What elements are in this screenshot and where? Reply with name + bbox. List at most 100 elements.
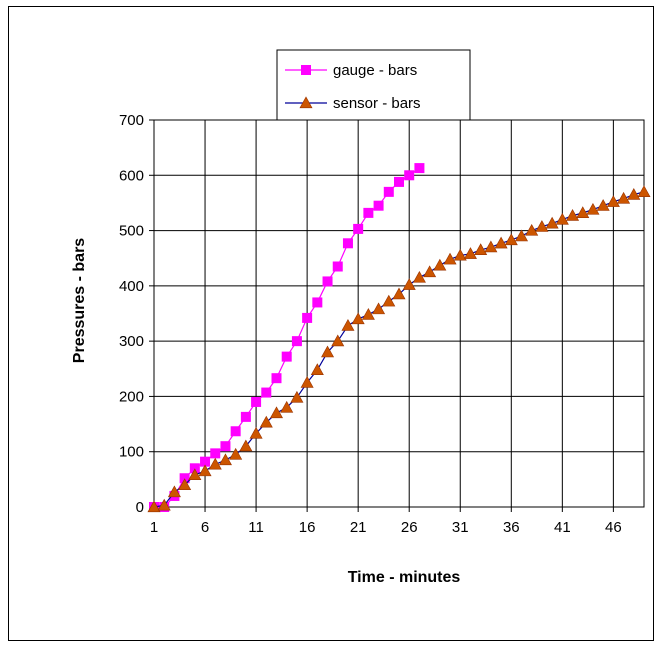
legend-entry-label: sensor - bars xyxy=(333,95,421,112)
data-point xyxy=(280,400,294,413)
data-point xyxy=(586,202,600,215)
data-point xyxy=(606,195,620,207)
x-tick-label: 26 xyxy=(401,519,418,536)
y-tick-label: 0 xyxy=(136,499,144,516)
data-point xyxy=(188,468,202,481)
data-point xyxy=(239,439,253,452)
x-tick-label: 6 xyxy=(201,519,209,536)
data-point xyxy=(555,212,569,225)
data-point xyxy=(351,312,365,325)
data-point xyxy=(312,297,323,308)
data-point xyxy=(230,426,241,437)
data-point xyxy=(290,390,304,403)
data-point xyxy=(261,387,272,398)
x-tick-label: 41 xyxy=(554,519,571,536)
data-point xyxy=(402,278,416,290)
data-point xyxy=(637,185,651,197)
legend-box xyxy=(276,49,471,121)
data-point xyxy=(198,464,212,477)
x-tick-label: 16 xyxy=(299,519,316,536)
data-point xyxy=(321,345,335,358)
legend: gauge - bars sensor - bars xyxy=(276,49,471,121)
data-point xyxy=(240,411,251,422)
y-tick-label: 400 xyxy=(119,278,144,295)
data-point xyxy=(373,200,384,211)
data-point xyxy=(404,170,415,181)
data-point xyxy=(484,240,498,253)
series-1 xyxy=(149,163,425,512)
y-tick-label: 100 xyxy=(119,444,144,461)
data-point xyxy=(576,206,590,218)
data-point xyxy=(383,186,394,197)
y-tick-label: 300 xyxy=(119,333,144,350)
data-point xyxy=(394,176,404,187)
data-point xyxy=(423,265,437,278)
data-point xyxy=(302,312,313,323)
x-tick-label: 11 xyxy=(248,519,264,536)
data-point xyxy=(332,261,343,272)
data-point xyxy=(382,294,396,307)
data-point xyxy=(353,223,364,234)
series-2 xyxy=(147,185,651,513)
x-tick-label: 31 xyxy=(452,519,469,536)
data-point xyxy=(220,441,231,452)
legend-marker xyxy=(299,96,313,109)
data-point xyxy=(596,199,610,211)
data-point xyxy=(474,243,488,256)
data-point xyxy=(300,375,314,388)
data-point xyxy=(178,478,192,490)
data-point xyxy=(545,216,559,229)
data-point xyxy=(443,252,457,265)
data-point xyxy=(281,351,292,362)
data-point xyxy=(525,223,539,236)
chart-frame: 0 100 200 300 400 500 600 700 1 6 11 16 21 26 31 36 41 46… xyxy=(8,6,654,641)
data-point xyxy=(414,163,425,174)
data-point xyxy=(249,426,263,439)
data-point xyxy=(341,319,355,331)
data-point xyxy=(504,233,518,246)
legend-marker xyxy=(301,65,311,75)
x-axis-label: Time - minutes xyxy=(348,569,461,586)
data-point xyxy=(271,373,282,384)
series-line xyxy=(154,167,420,508)
x-tick-label: 1 xyxy=(150,519,158,536)
data-point xyxy=(310,363,324,375)
legend-entry-label: gauge - bars xyxy=(333,62,417,79)
y-tick-label: 500 xyxy=(119,223,144,240)
data-point xyxy=(147,500,161,513)
data-point xyxy=(210,448,221,459)
data-point xyxy=(361,307,375,320)
data-point xyxy=(208,457,222,470)
data-point xyxy=(463,247,477,259)
data-point xyxy=(566,209,580,221)
y-tick-label: 200 xyxy=(119,388,144,405)
data-point xyxy=(342,238,353,249)
data-point xyxy=(229,447,243,460)
x-tick-label: 36 xyxy=(503,519,520,536)
data-point xyxy=(363,207,374,218)
y-tick-label: 600 xyxy=(119,167,144,184)
data-point xyxy=(218,453,232,466)
data-point xyxy=(535,220,549,232)
data-point xyxy=(322,276,333,287)
x-tick-label: 46 xyxy=(605,519,622,536)
data-point xyxy=(494,236,508,249)
data-point xyxy=(331,334,345,347)
data-point xyxy=(259,415,273,428)
data-point xyxy=(251,396,262,407)
data-point xyxy=(453,248,467,261)
data-point xyxy=(167,485,181,498)
data-point xyxy=(372,302,386,315)
data-point xyxy=(412,270,426,283)
data-point xyxy=(291,336,302,347)
y-axis-label: Pressures - bars xyxy=(71,238,88,364)
x-tick-label: 21 xyxy=(350,519,367,536)
data-point xyxy=(392,287,406,300)
data-point xyxy=(514,229,529,242)
data-point xyxy=(627,188,641,200)
y-tick-label: 700 xyxy=(119,112,144,129)
data-point xyxy=(269,406,284,419)
data-point xyxy=(433,258,447,271)
